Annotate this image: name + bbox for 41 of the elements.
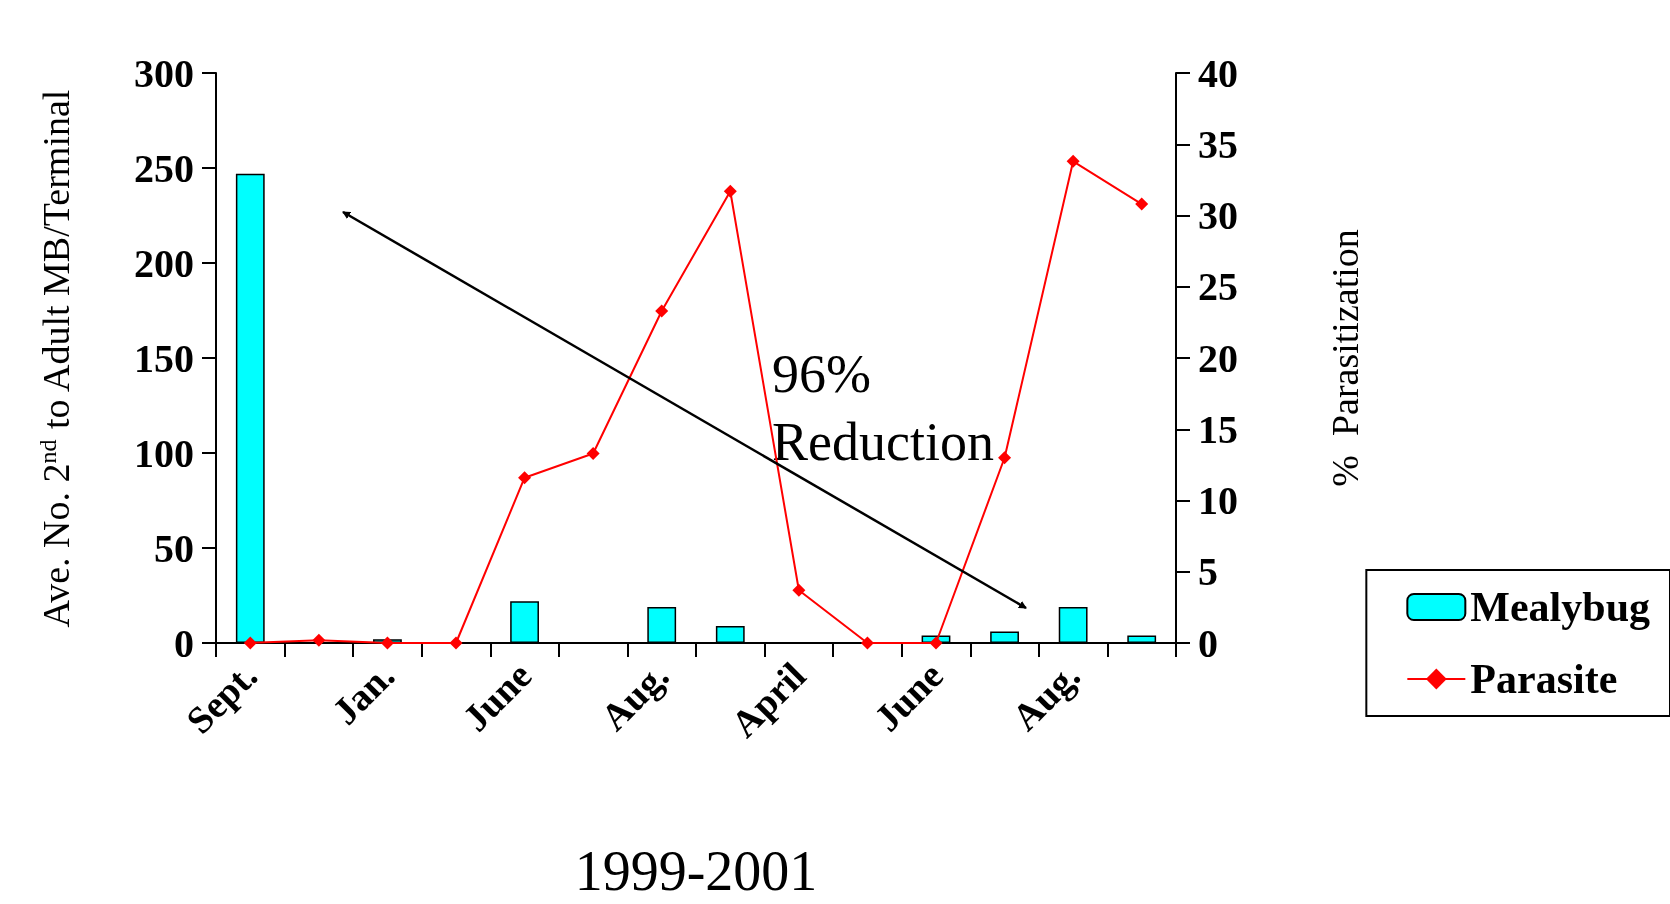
y-tick-label: 250 <box>134 145 194 191</box>
point <box>792 583 806 597</box>
x-tick-label: June <box>454 654 540 740</box>
x-tick-label: Aug. <box>592 654 677 739</box>
point <box>723 184 737 198</box>
y-axis-title: Ave. No. 2nd to Adult MB/Terminal <box>35 89 77 628</box>
x-tick-label: Aug. <box>1003 654 1088 739</box>
y2-tick-label: 30 <box>1198 193 1238 238</box>
y-tick-label: 100 <box>134 430 194 476</box>
point <box>998 451 1012 465</box>
point <box>243 636 257 650</box>
point <box>312 633 326 647</box>
y2-tick-label: 20 <box>1198 335 1238 381</box>
y2-tick-label: 10 <box>1198 478 1238 523</box>
point <box>380 636 394 650</box>
y-tick-label: 200 <box>134 240 194 286</box>
point <box>1066 154 1080 168</box>
x-axis-title: 1999-2001 <box>574 840 818 902</box>
y-tick-label: 300 <box>134 50 194 96</box>
legend-label: Mealybug <box>1470 584 1650 630</box>
y2-tick-label: 15 <box>1198 406 1238 452</box>
y-tick-label: 0 <box>174 620 194 666</box>
y2-tick-label: 5 <box>1198 549 1218 595</box>
point <box>586 446 600 460</box>
y2-axis-title: % Parasitization <box>1324 229 1366 487</box>
point <box>929 636 943 650</box>
point <box>655 304 669 318</box>
legend-label: Parasite <box>1470 656 1618 702</box>
y-tick-label: 50 <box>154 525 194 571</box>
point <box>860 636 874 650</box>
annotation: 96% Reduction <box>772 344 994 472</box>
point <box>518 471 532 485</box>
point <box>449 636 463 650</box>
y2-tick-label: 0 <box>1198 620 1218 666</box>
y2-tick-label: 25 <box>1198 264 1238 310</box>
x-tick-label: June <box>865 654 951 740</box>
y2-tick-label: 35 <box>1198 121 1238 167</box>
y2-tick-label: 40 <box>1198 50 1238 96</box>
point <box>1135 197 1149 211</box>
y-tick-label: 150 <box>134 335 194 381</box>
x-tick-label: Jan. <box>324 654 403 733</box>
